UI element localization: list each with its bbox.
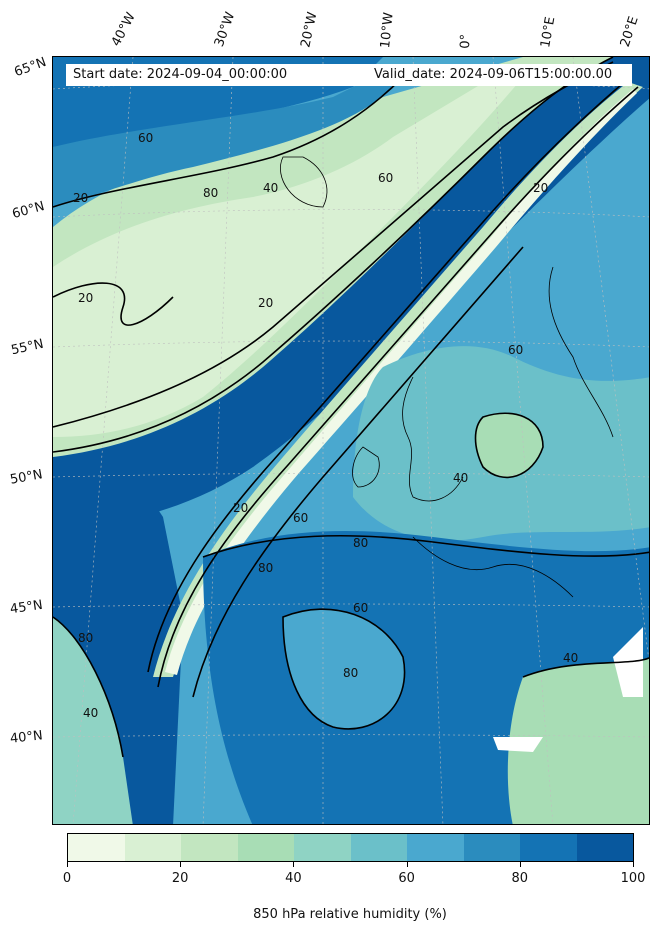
colorbar-tick bbox=[180, 862, 182, 867]
colorbar-tick-label: 0 bbox=[62, 871, 72, 886]
contour-label: 20 bbox=[258, 296, 273, 310]
frontal-moist-band bbox=[53, 57, 649, 527]
colorbar-title: 850 hPa relative humidity (%) bbox=[253, 907, 447, 922]
colorbar-tick bbox=[406, 862, 408, 867]
humidity-map: 20 20 20 20 20 40 40 40 40 60 60 60 60 6… bbox=[53, 57, 649, 824]
date-header bbox=[66, 64, 632, 86]
coastlines bbox=[280, 156, 614, 598]
colorbar-tick bbox=[293, 862, 295, 867]
contour-label: 40 bbox=[263, 181, 278, 195]
contour-label: 60 bbox=[508, 343, 523, 357]
colorbar-tick bbox=[633, 862, 634, 867]
start-date-label: Start date: 2024-09-04_00:00:00 bbox=[73, 67, 288, 82]
contour-label: 60 bbox=[293, 511, 308, 525]
colorbar-segment bbox=[350, 834, 407, 861]
colorbar-tick-label: 60 bbox=[398, 871, 415, 886]
colorbar-tick-label: 80 bbox=[511, 871, 529, 886]
lat-label: 60°N bbox=[10, 199, 47, 222]
colorbar-tick-label: 100 bbox=[620, 871, 646, 886]
contour-label: 80 bbox=[78, 631, 93, 645]
contour-lines bbox=[53, 57, 649, 758]
contour-label: 40 bbox=[563, 651, 578, 665]
missing-data-patch bbox=[493, 737, 543, 752]
contour-label: 20 bbox=[78, 291, 93, 305]
dry-region-southeast bbox=[507, 657, 649, 824]
moist-band-north bbox=[53, 77, 393, 207]
colorbar-segment bbox=[576, 834, 633, 861]
contour-label: 60 bbox=[378, 171, 393, 185]
colorbar-tick-label: 20 bbox=[171, 871, 189, 886]
dry-patch-central-europe bbox=[475, 413, 543, 478]
lat-label: 40°N bbox=[9, 728, 44, 747]
lon-label: 10°W bbox=[378, 11, 397, 50]
lat-label: 50°N bbox=[8, 467, 44, 488]
contour-label: 80 bbox=[353, 536, 368, 550]
very-dry-core-north bbox=[53, 77, 523, 437]
lon-label: 10°E bbox=[538, 15, 559, 49]
contour-label: 80 bbox=[343, 666, 358, 680]
colorbar-segment bbox=[237, 834, 294, 861]
dry-region-southwest bbox=[53, 617, 133, 824]
colorbar bbox=[67, 833, 634, 862]
colorbar-tick bbox=[519, 862, 521, 867]
lat-label: 55°N bbox=[9, 336, 45, 359]
lon-label: 40°W bbox=[108, 10, 139, 49]
contour-label: 80 bbox=[203, 186, 218, 200]
colorbar-segment bbox=[520, 834, 577, 861]
valid-date-label: Valid_date: 2024-09-06T15:00:00.00 bbox=[374, 67, 613, 82]
lon-label: 20°W bbox=[298, 10, 321, 49]
contour-label: 20 bbox=[233, 501, 248, 515]
contour-label: 60 bbox=[138, 131, 153, 145]
lon-label: 20°E bbox=[617, 14, 642, 50]
map-panel: 20 20 20 20 20 40 40 40 40 60 60 60 60 6… bbox=[52, 56, 650, 825]
colorbar-segment bbox=[407, 834, 464, 861]
lon-label: 0° bbox=[458, 33, 474, 49]
contour-label: 20 bbox=[73, 191, 88, 205]
colorbar-tick-label: 40 bbox=[285, 871, 302, 886]
lon-label: 30°W bbox=[211, 10, 239, 49]
graticule bbox=[53, 57, 649, 824]
colorbar-segment bbox=[463, 834, 520, 861]
colorbar-segment bbox=[294, 834, 351, 861]
contour-label: 40 bbox=[83, 706, 98, 720]
contour-label: 80 bbox=[258, 561, 273, 575]
lat-label: 45°N bbox=[9, 597, 44, 618]
colorbar-segment bbox=[124, 834, 181, 861]
swirl-center bbox=[283, 609, 405, 729]
colorbar-segment bbox=[181, 834, 238, 861]
contour-label: 60 bbox=[353, 601, 368, 615]
lat-label: 65°N bbox=[12, 54, 49, 81]
contour-label: 40 bbox=[453, 471, 468, 485]
colorbar-segment bbox=[68, 834, 125, 861]
colorbar-tick bbox=[67, 862, 68, 867]
contour-label: 20 bbox=[533, 181, 548, 195]
